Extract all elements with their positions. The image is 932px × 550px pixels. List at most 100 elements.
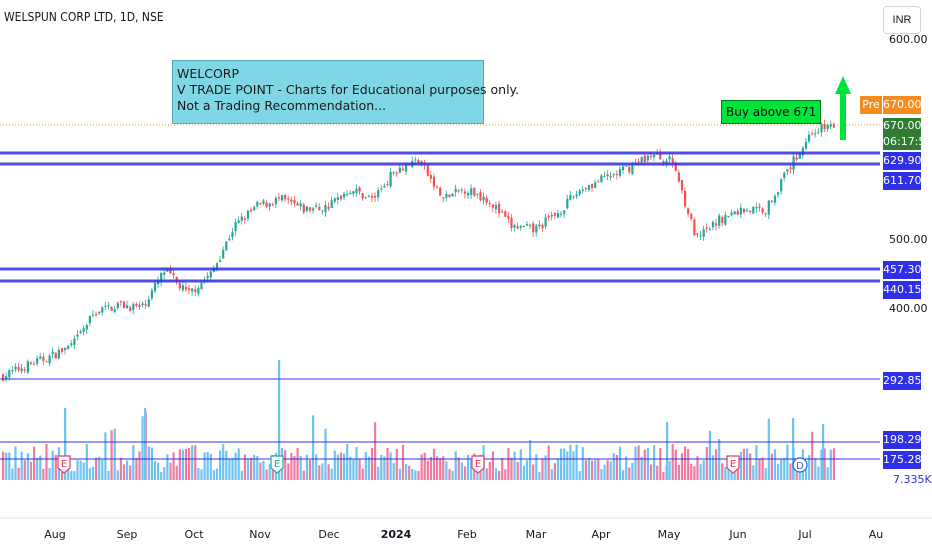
x-tick-oct: Oct: [184, 528, 204, 541]
volume-bar: [129, 465, 132, 480]
volume-bar: [680, 453, 684, 480]
candle-body: [547, 216, 550, 218]
candle-body: [671, 158, 674, 163]
candle-body: [832, 123, 835, 128]
candle-body: [755, 206, 758, 209]
candle-body: [684, 190, 687, 207]
earnings-marker[interactable]: E: [726, 455, 740, 474]
volume-bar: [525, 460, 529, 480]
candle-body: [163, 272, 166, 275]
volume-bar: [203, 452, 206, 480]
volume-bar: [367, 456, 370, 480]
volume-bar: [147, 446, 150, 480]
level-label-440: 440.15: [883, 281, 922, 299]
volume-bar: [411, 468, 414, 480]
candle-body: [622, 166, 625, 171]
volume-bar: [702, 460, 705, 480]
volume-bar: [426, 460, 429, 480]
chart-title: WELSPUN CORP LTD, 1D, NSE: [4, 10, 164, 24]
volume-bar: [591, 460, 594, 480]
candle-body: [395, 172, 398, 174]
currency-button[interactable]: INR: [883, 6, 921, 34]
candle-body: [541, 224, 544, 229]
svg-text:D: D: [796, 461, 804, 472]
volume-bar: [70, 471, 73, 480]
candle-body: [808, 134, 811, 142]
candle-body: [804, 141, 808, 149]
volume-bar: [773, 449, 777, 480]
volume-bar: [770, 453, 773, 480]
candle-body: [705, 227, 708, 229]
candle-body: [594, 182, 597, 188]
candle-body: [761, 208, 764, 213]
volume-bar: [237, 448, 240, 480]
earnings-marker[interactable]: E: [57, 455, 71, 474]
volume-bar: [377, 466, 380, 480]
volume-bar: [343, 453, 346, 480]
candle-body: [625, 165, 628, 167]
volume-bar: [684, 446, 687, 480]
candle-body: [460, 189, 463, 191]
volume-bar: [284, 450, 287, 480]
earnings-marker[interactable]: E: [471, 455, 485, 474]
candle-body: [262, 200, 265, 204]
x-tick-feb: Feb: [457, 528, 477, 541]
candle-body: [764, 213, 767, 215]
candle-body: [662, 161, 665, 164]
volume-bar: [563, 448, 566, 480]
candle-body: [197, 288, 200, 294]
pre-tag: Pre: [860, 96, 882, 114]
candle-body: [718, 215, 721, 226]
volume-bar: [569, 444, 572, 480]
candle-body: [504, 211, 507, 217]
candle-body: [234, 222, 237, 231]
candle-body: [367, 195, 370, 197]
volume-bar: [184, 448, 188, 480]
volume-bar: [265, 469, 268, 480]
earnings-marker[interactable]: E: [270, 455, 284, 474]
x-tick-jun: Jun: [729, 528, 747, 541]
volume-bar: [498, 470, 501, 480]
candle-body: [550, 214, 553, 217]
candle-body: [141, 303, 144, 306]
volume-bar: [594, 459, 597, 480]
candle-body: [91, 314, 95, 316]
volume-bar: [811, 431, 814, 480]
candle-body: [178, 282, 181, 289]
candle-body: [491, 204, 494, 208]
candle-body: [780, 179, 783, 192]
candle-body: [811, 133, 814, 135]
volume-bar: [116, 470, 119, 480]
candle-body: [107, 305, 110, 307]
candle-body: [532, 223, 535, 233]
volume-bar: [749, 453, 752, 480]
volume-bar: [600, 469, 603, 480]
volume-bar: [649, 464, 653, 480]
volume-bar: [352, 459, 355, 480]
volume-bar: [364, 451, 367, 480]
candle-body: [333, 198, 336, 202]
candle-body: [57, 349, 60, 359]
candle-body: [510, 217, 513, 228]
candle-body: [129, 307, 132, 312]
volume-bar: [181, 449, 184, 480]
candle-body: [646, 155, 649, 161]
volume-bar: [448, 469, 451, 480]
dividend-marker[interactable]: D: [792, 457, 808, 473]
candle-body: [727, 216, 730, 218]
candle-body: [739, 207, 742, 215]
candle-body: [736, 210, 739, 215]
candle-body: [305, 206, 308, 211]
price-tick-top: 600.00: [889, 33, 928, 46]
level-label-611: 611.70: [883, 172, 922, 190]
volume-bar: [191, 445, 194, 480]
volume-bar: [708, 430, 711, 480]
volume-bar: [696, 456, 699, 480]
candle-body: [494, 204, 498, 210]
candle-body: [374, 196, 377, 198]
volume-bar: [188, 447, 191, 480]
x-tick-dec: Dec: [318, 528, 340, 541]
volume-bar: [783, 458, 786, 480]
candle-body: [578, 190, 581, 195]
